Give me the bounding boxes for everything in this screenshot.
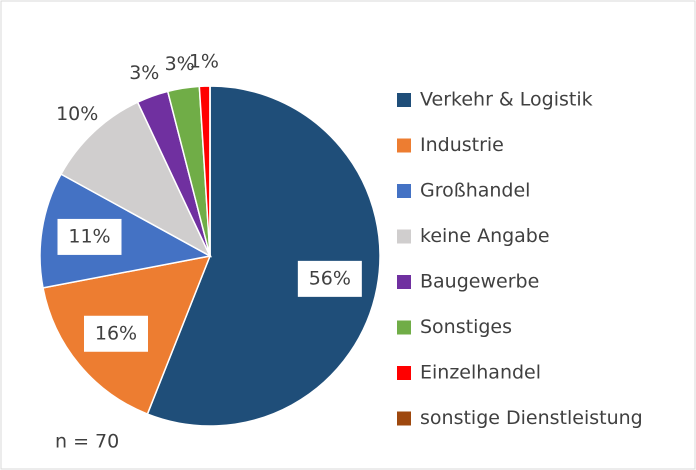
legend-swatch: [397, 229, 411, 244]
legend-label: Industrie: [420, 134, 504, 156]
data-label: 3%: [129, 62, 159, 84]
pie-slice: [39, 173, 213, 289]
data-label: 11%: [68, 225, 110, 247]
legend-label: Verkehr & Logistik: [420, 89, 593, 111]
legend-swatch: [397, 138, 411, 153]
legend-label: keine Angabe: [420, 225, 550, 247]
legend-swatch: [397, 411, 411, 426]
legend-label: Sonstiges: [420, 316, 512, 338]
legend-label: Baugewerbe: [420, 271, 539, 293]
legend-label: Einzelhandel: [420, 362, 541, 384]
data-label: 10%: [56, 103, 98, 125]
sample-size: n = 70: [55, 431, 119, 453]
legend-swatch: [397, 184, 411, 198]
label-box: [57, 218, 122, 255]
legend-label: sonstige Dienstleistung: [420, 407, 643, 429]
legend-swatch: [397, 93, 411, 107]
data-label: 1%: [189, 51, 219, 73]
pie-slice: [146, 85, 381, 427]
pie-slice: [60, 101, 212, 258]
data-label: 56%: [309, 267, 351, 289]
legend-swatch: [397, 366, 411, 380]
data-label: 16%: [95, 322, 137, 344]
legend-swatch: [397, 320, 411, 335]
data-label: 3%: [165, 53, 195, 75]
label-box: [297, 260, 362, 297]
label-box: [83, 315, 148, 352]
legend-label: Großhandel: [420, 180, 530, 202]
legend-swatch: [397, 275, 411, 289]
